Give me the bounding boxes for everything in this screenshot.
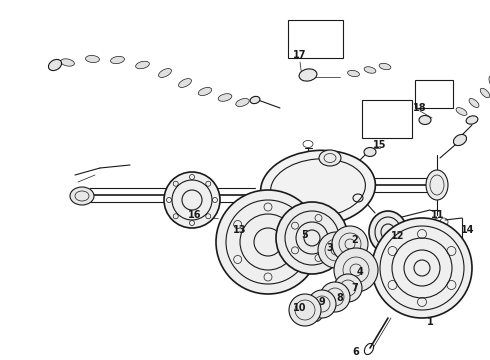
- Ellipse shape: [364, 148, 376, 157]
- Circle shape: [308, 290, 336, 318]
- Text: 4: 4: [357, 267, 364, 277]
- Circle shape: [334, 248, 378, 292]
- Circle shape: [276, 202, 348, 274]
- Ellipse shape: [178, 78, 192, 87]
- Text: 11: 11: [431, 210, 445, 220]
- Circle shape: [289, 294, 321, 326]
- Text: 3: 3: [327, 243, 333, 253]
- Text: 10: 10: [293, 303, 307, 313]
- Ellipse shape: [49, 59, 62, 71]
- Ellipse shape: [379, 63, 391, 70]
- Ellipse shape: [369, 211, 407, 253]
- Ellipse shape: [426, 170, 448, 200]
- Text: 15: 15: [373, 140, 387, 150]
- Circle shape: [372, 218, 472, 318]
- Ellipse shape: [347, 70, 360, 77]
- Ellipse shape: [453, 134, 466, 145]
- Ellipse shape: [319, 150, 341, 166]
- Text: 5: 5: [302, 230, 308, 240]
- Circle shape: [332, 226, 368, 262]
- Ellipse shape: [364, 67, 376, 73]
- Ellipse shape: [469, 99, 479, 108]
- Text: 16: 16: [188, 210, 202, 220]
- Bar: [415, 80, 453, 108]
- Circle shape: [216, 190, 320, 294]
- Text: 12: 12: [391, 231, 405, 241]
- Ellipse shape: [61, 59, 74, 66]
- Text: 9: 9: [318, 297, 325, 307]
- Text: 8: 8: [337, 293, 343, 303]
- Text: 14: 14: [461, 225, 475, 235]
- Text: 1: 1: [427, 317, 433, 327]
- Ellipse shape: [159, 68, 171, 77]
- Bar: [288, 20, 343, 58]
- Bar: [362, 100, 412, 138]
- Ellipse shape: [70, 187, 94, 205]
- Ellipse shape: [136, 61, 149, 69]
- Ellipse shape: [86, 55, 99, 63]
- Ellipse shape: [466, 116, 478, 124]
- Ellipse shape: [419, 116, 431, 125]
- Ellipse shape: [111, 57, 124, 64]
- Ellipse shape: [261, 150, 375, 226]
- Text: 17: 17: [293, 50, 307, 60]
- Text: 7: 7: [352, 283, 358, 293]
- Ellipse shape: [299, 69, 317, 81]
- Text: 2: 2: [352, 235, 358, 245]
- Circle shape: [164, 172, 220, 228]
- Ellipse shape: [198, 87, 212, 95]
- Ellipse shape: [489, 76, 490, 87]
- Ellipse shape: [218, 94, 232, 101]
- Text: 6: 6: [353, 347, 359, 357]
- Text: 13: 13: [233, 225, 247, 235]
- Text: 18: 18: [413, 103, 427, 113]
- Circle shape: [318, 232, 354, 268]
- Ellipse shape: [480, 88, 490, 98]
- Ellipse shape: [236, 99, 249, 107]
- Ellipse shape: [456, 108, 467, 116]
- Ellipse shape: [250, 96, 260, 104]
- Circle shape: [320, 282, 350, 312]
- Circle shape: [334, 274, 362, 302]
